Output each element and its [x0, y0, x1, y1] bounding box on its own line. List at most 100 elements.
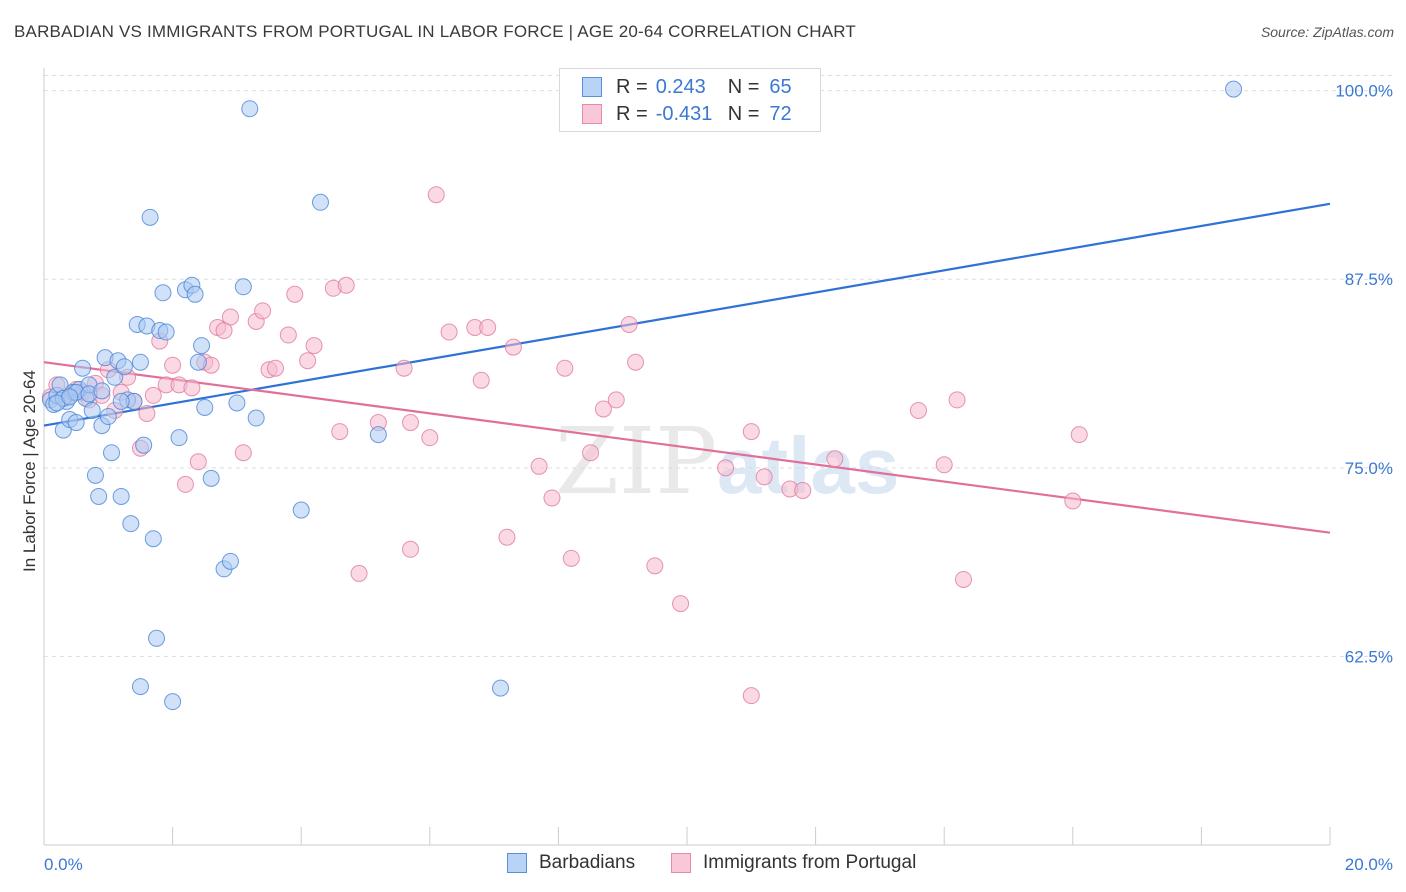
bottom-legend: Barbadians Immigrants from Portugal: [0, 852, 1406, 878]
point-portugal: [254, 302, 272, 320]
point-portugal: [234, 444, 252, 462]
point-portugal: [935, 456, 953, 474]
trend-line-portugal: [43, 361, 1331, 534]
point-portugal: [582, 444, 600, 462]
point-portugal: [755, 468, 773, 486]
point-portugal: [948, 391, 966, 409]
point-barbadians: [135, 436, 153, 454]
point-portugal: [138, 405, 156, 423]
point-portugal: [607, 391, 625, 409]
legend-item-barbadians[interactable]: Barbadians: [507, 852, 635, 874]
point-portugal: [794, 481, 812, 499]
stats-legend: R = 0.243 N = 65 R = -0.431 N = 72: [559, 68, 821, 132]
point-portugal: [562, 549, 580, 567]
point-portugal: [221, 308, 239, 326]
point-barbadians: [112, 392, 130, 410]
point-barbadians: [170, 429, 188, 447]
point-portugal: [954, 570, 972, 588]
point-barbadians: [93, 382, 111, 400]
point-portugal: [1064, 492, 1082, 510]
point-portugal: [826, 450, 844, 468]
point-barbadians: [247, 409, 265, 427]
legend-r-label: R =: [616, 75, 648, 98]
grid-lines: [44, 75, 1395, 657]
point-barbadians: [106, 368, 124, 386]
y-tick-label: 62.5%: [1345, 647, 1393, 666]
point-portugal: [717, 459, 735, 477]
point-barbadians: [115, 358, 133, 376]
point-portugal: [402, 414, 420, 432]
point-portugal: [337, 276, 355, 294]
y-tick-label: 75.0%: [1345, 459, 1393, 478]
point-portugal: [672, 595, 690, 613]
point-portugal: [286, 285, 304, 303]
point-portugal: [421, 429, 439, 447]
point-barbadians: [186, 285, 204, 303]
point-barbadians: [144, 530, 162, 548]
chart-title: BARBADIAN VS IMMIGRANTS FROM PORTUGAL IN…: [14, 22, 857, 41]
point-barbadians: [61, 388, 79, 406]
legend-n-value: 65: [769, 75, 792, 98]
legend-r-value: 0.243: [655, 75, 706, 98]
point-barbadians: [196, 398, 214, 416]
point-portugal: [646, 557, 664, 575]
point-portugal: [909, 401, 927, 419]
axes: [43, 68, 1331, 846]
point-barbadians: [141, 208, 159, 226]
legend-r-value: -0.431: [655, 102, 713, 125]
point-portugal: [504, 338, 522, 356]
point-portugal: [299, 352, 317, 370]
point-barbadians: [292, 501, 310, 519]
point-portugal: [742, 423, 760, 441]
x-tick-label: 20.0%: [1345, 855, 1393, 874]
point-barbadians: [202, 469, 220, 487]
point-barbadians: [112, 487, 130, 505]
point-portugal: [144, 386, 162, 404]
point-portugal: [530, 457, 548, 475]
y-tick-label: 87.5%: [1345, 270, 1393, 289]
point-portugal: [1070, 426, 1088, 444]
legend-row-barbadians: R = 0.243 N = 65: [582, 75, 792, 99]
point-portugal: [479, 319, 497, 337]
point-portugal: [498, 528, 516, 546]
point-portugal: [305, 337, 323, 355]
point-barbadians: [228, 394, 246, 412]
point-portugal: [556, 359, 574, 377]
point-barbadians: [148, 629, 166, 647]
legend-row-portugal: R = -0.431 N = 72: [582, 102, 792, 126]
point-portugal: [543, 489, 561, 507]
watermark-zip: ZIP: [555, 408, 717, 515]
legend-swatch-pink: [671, 853, 691, 873]
x-tick-label: 0.0%: [44, 855, 83, 874]
point-portugal: [395, 359, 413, 377]
point-barbadians: [67, 414, 85, 432]
point-barbadians: [86, 466, 104, 484]
tick-labels: 62.5% 75.0% 87.5% 100.0% 0.0% 20.0%: [44, 82, 1393, 874]
point-barbadians: [311, 193, 329, 211]
point-portugal: [472, 371, 490, 389]
point-portugal: [279, 326, 297, 344]
point-barbadians: [164, 693, 182, 711]
point-portugal: [164, 356, 182, 374]
source-label: Source: ZipAtlas.com: [1260, 24, 1394, 40]
point-barbadians: [221, 552, 239, 570]
trend-line-barbadians: [43, 202, 1331, 427]
point-portugal: [183, 379, 201, 397]
legend-n-label: N =: [727, 75, 760, 98]
legend-swatch-blue: [507, 853, 527, 873]
legend-item-portugal[interactable]: Immigrants from Portugal: [671, 852, 916, 874]
point-barbadians: [1225, 80, 1243, 98]
point-portugal: [266, 359, 284, 377]
point-barbadians: [103, 444, 121, 462]
point-barbadians: [154, 284, 172, 302]
point-portugal: [594, 400, 612, 418]
point-barbadians: [74, 359, 92, 377]
legend-item-label: Barbadians: [539, 852, 636, 873]
legend-n-label: N =: [727, 102, 760, 125]
point-portugal: [620, 315, 638, 333]
point-portugal: [742, 687, 760, 705]
legend-swatch-blue: [582, 77, 602, 97]
legend-n-value: 72: [769, 102, 792, 125]
point-barbadians: [189, 353, 207, 371]
point-barbadians: [157, 323, 175, 341]
